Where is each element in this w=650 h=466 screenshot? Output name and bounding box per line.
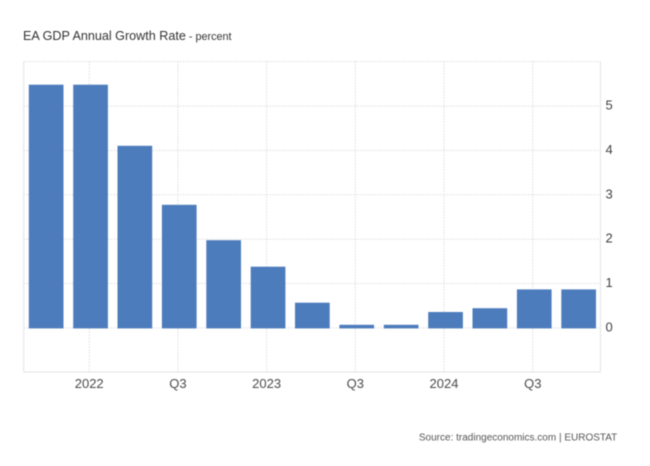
svg-text:1: 1 bbox=[606, 275, 613, 290]
svg-text:Q3: Q3 bbox=[524, 376, 541, 391]
svg-text:2: 2 bbox=[606, 231, 613, 246]
svg-text:Source: tradingeconomics.com |: Source: tradingeconomics.com | EUROSTAT bbox=[419, 432, 617, 443]
svg-text:0: 0 bbox=[606, 319, 613, 334]
svg-text:2024: 2024 bbox=[430, 376, 459, 391]
svg-text:EA GDP Annual Growth Rate - pe: EA GDP Annual Growth Rate - percent bbox=[23, 29, 232, 43]
svg-text:4: 4 bbox=[606, 142, 613, 157]
svg-text:3: 3 bbox=[606, 186, 613, 201]
svg-text:2023: 2023 bbox=[252, 376, 281, 391]
svg-text:Q3: Q3 bbox=[169, 376, 186, 391]
svg-text:5: 5 bbox=[606, 98, 613, 113]
svg-text:Q3: Q3 bbox=[347, 376, 364, 391]
svg-text:2022: 2022 bbox=[75, 376, 104, 391]
